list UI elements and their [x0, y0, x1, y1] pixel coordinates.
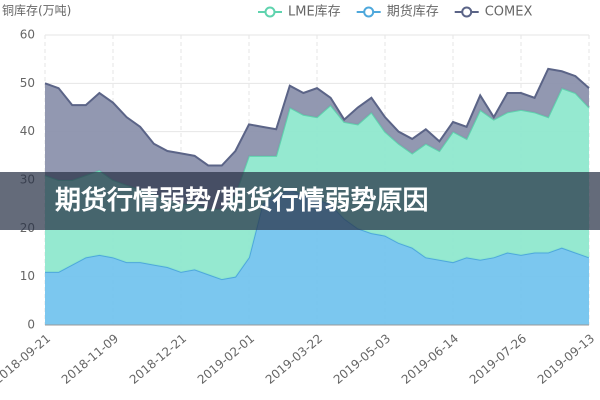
legend-label: COMEX [485, 5, 533, 20]
line [44, 67, 590, 167]
legend-label: LME库存 [288, 4, 341, 20]
y-tick-label: 0 [27, 318, 35, 332]
y-axis-label: 铜库存(万吨) [2, 3, 71, 18]
legend-label: 期货库存 [387, 4, 439, 20]
x-tick-label: 2018-12-21 [127, 331, 189, 387]
x-tick-label: 2018-11-09 [59, 331, 121, 387]
y-tick-label: 40 [20, 124, 35, 138]
y-tick-label: 10 [20, 269, 35, 283]
x-tick-label: 2019-06-14 [399, 331, 461, 387]
legend-icon [363, 6, 375, 18]
legend-icon [461, 6, 473, 18]
x-tick-label: 2019-03-22 [263, 331, 325, 387]
y-tick-label: 50 [20, 76, 35, 90]
legend-icon [264, 6, 276, 18]
banner: 期货行情弱势/期货行情弱势原因 [0, 172, 600, 230]
x-tick-label: 2019-05-03 [331, 331, 393, 387]
x-tick-label: 2019-07-26 [467, 331, 529, 387]
x-tick-label: 2018-09-21 [0, 331, 53, 387]
x-tick-label: 2019-09-13 [535, 331, 597, 387]
y-tick-label: 60 [20, 28, 35, 42]
area [45, 189, 589, 325]
x-tick-label: 2019-02-01 [195, 331, 257, 387]
